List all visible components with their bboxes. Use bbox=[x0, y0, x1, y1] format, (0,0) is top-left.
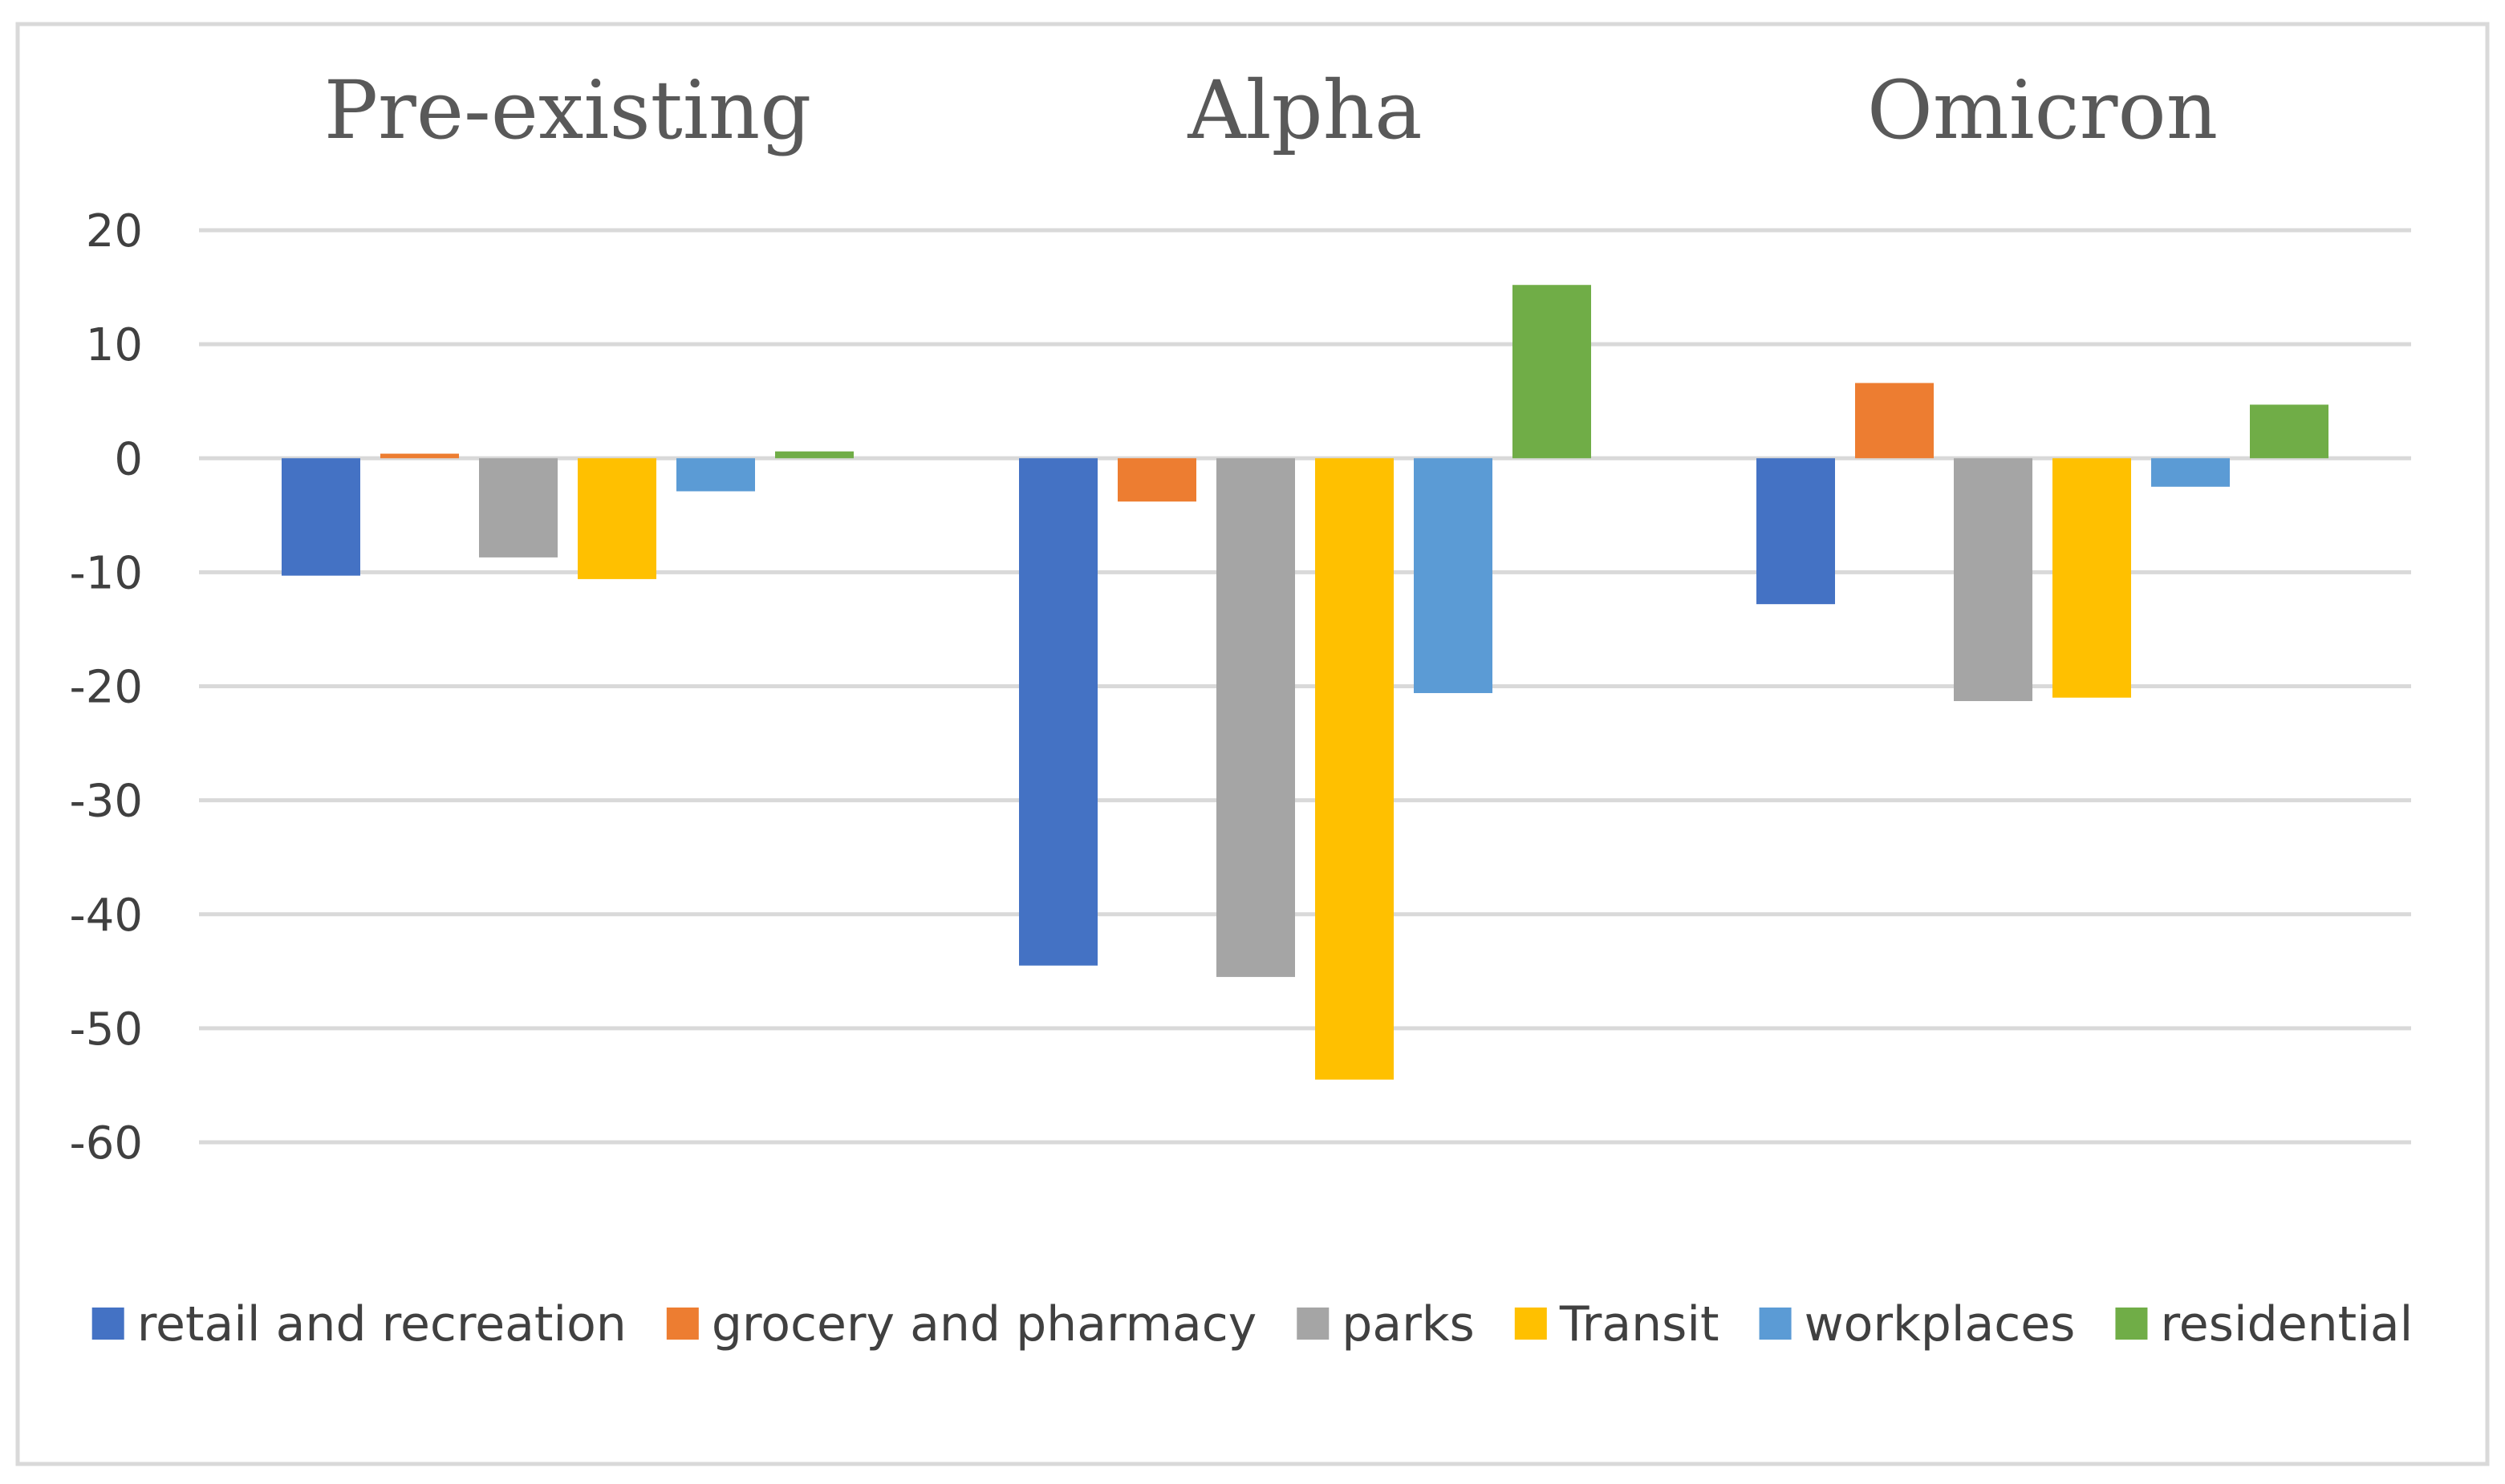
bar-omicron-parks bbox=[1954, 458, 2032, 701]
bar-alpha-residential bbox=[1512, 285, 1591, 459]
bars bbox=[282, 285, 2328, 1080]
legend-label: retail and recreation bbox=[137, 1296, 627, 1352]
bar-omicron-residential bbox=[2250, 404, 2328, 459]
y-tick-label: 0 bbox=[114, 433, 143, 485]
legend-item: retail and recreation bbox=[91, 1296, 627, 1352]
y-tick-label: -60 bbox=[70, 1117, 143, 1170]
legend-swatch bbox=[2115, 1308, 2148, 1340]
legend-label: parks bbox=[1342, 1296, 1475, 1352]
category-label: Omicron bbox=[1867, 63, 2218, 157]
legend-item: parks bbox=[1297, 1296, 1475, 1352]
bar-pre-existing-workplaces bbox=[676, 458, 755, 492]
bar-alpha-parks bbox=[1216, 458, 1295, 977]
y-tick-label: -20 bbox=[70, 662, 143, 714]
bar-omicron-grocery-and-pharmacy bbox=[1855, 383, 1934, 459]
bar-omicron-retail-and-recreation bbox=[1756, 458, 1835, 605]
y-tick-label: -50 bbox=[70, 1004, 143, 1056]
y-tick-label: -30 bbox=[70, 776, 143, 828]
bar-pre-existing-grocery-and-pharmacy bbox=[380, 453, 459, 459]
legend: retail and recreation grocery and pharmac… bbox=[91, 1296, 2413, 1352]
bar-pre-existing-parks bbox=[479, 458, 558, 558]
y-axis-tick-labels: 20 10 0 -10 -20 -30 -40 -50 -60 bbox=[70, 205, 143, 1170]
legend-item: grocery and pharmacy bbox=[666, 1296, 1257, 1352]
bar-omicron-workplaces bbox=[2151, 458, 2230, 487]
bar-pre-existing-transit bbox=[578, 458, 656, 579]
bar-alpha-retail-and-recreation bbox=[1019, 458, 1098, 966]
y-tick-label: -40 bbox=[70, 890, 143, 942]
legend-item: workplaces bbox=[1759, 1296, 2076, 1352]
bar-omicron-transit bbox=[2052, 458, 2131, 698]
legend-label: workplaces bbox=[1805, 1296, 2076, 1352]
legend-item: Transit bbox=[1514, 1296, 1719, 1352]
y-tick-label: 20 bbox=[86, 205, 143, 257]
legend-label: grocery and pharmacy bbox=[712, 1296, 1257, 1352]
bar-alpha-grocery-and-pharmacy bbox=[1118, 458, 1196, 502]
legend-swatch bbox=[91, 1308, 124, 1340]
legend-label: Transit bbox=[1559, 1296, 1719, 1352]
group-labels: Pre-existing Alpha Omicron bbox=[324, 63, 2218, 157]
legend-item: residential bbox=[2115, 1296, 2413, 1352]
legend-swatch bbox=[1759, 1308, 1792, 1340]
legend-swatch bbox=[1514, 1308, 1547, 1340]
legend-swatch bbox=[1297, 1308, 1330, 1340]
category-label: Alpha bbox=[1187, 63, 1422, 157]
bar-pre-existing-retail-and-recreation bbox=[282, 458, 360, 576]
bar-alpha-workplaces bbox=[1414, 458, 1492, 694]
bar-pre-existing-residential bbox=[775, 451, 854, 459]
legend-label: residential bbox=[2160, 1296, 2413, 1352]
bar-alpha-transit bbox=[1315, 458, 1394, 1080]
y-tick-label: 10 bbox=[86, 319, 143, 371]
y-tick-label: -10 bbox=[70, 547, 143, 599]
legend-swatch bbox=[666, 1308, 699, 1340]
grid-layer bbox=[199, 228, 2411, 1145]
category-label: Pre-existing bbox=[324, 63, 812, 157]
